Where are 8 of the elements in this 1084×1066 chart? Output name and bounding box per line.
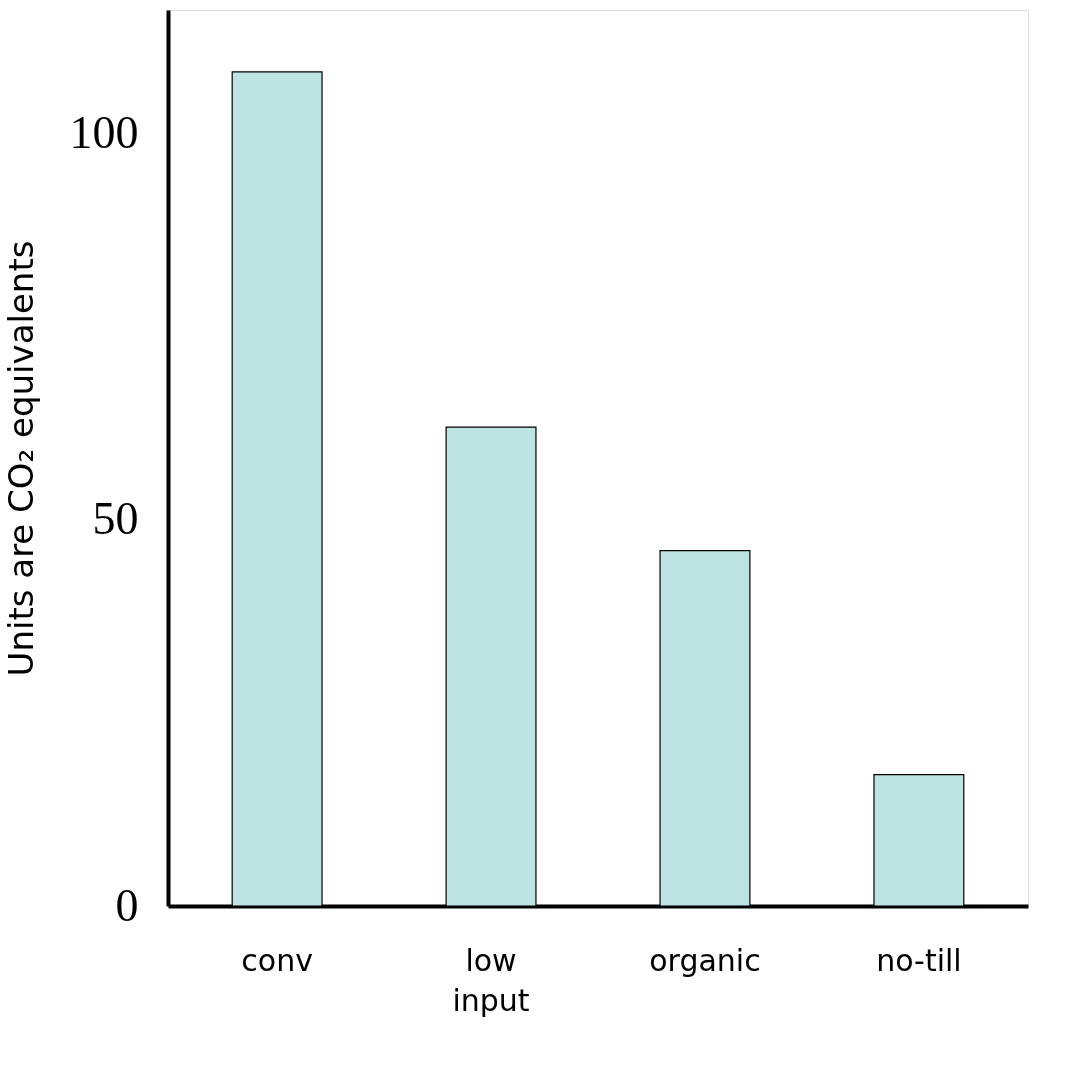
y-tick-label: 100 <box>69 107 139 159</box>
y-tick-label: 50 <box>92 493 139 545</box>
x-tick-label: conv <box>241 942 313 978</box>
y-axis-title: Units are CO₂ equivalents <box>0 240 41 677</box>
x-tick-label: organic <box>649 942 761 978</box>
x-tick-label: no-till <box>876 942 962 978</box>
y-tick-label: 0 <box>115 879 139 931</box>
x-tick-label: low input <box>452 942 530 1018</box>
